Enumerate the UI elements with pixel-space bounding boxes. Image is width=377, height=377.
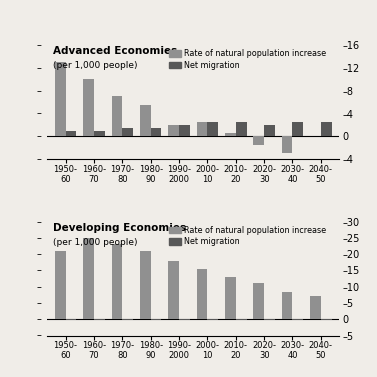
Bar [225,133,236,136]
Text: –: – [37,298,41,308]
Bar [321,122,332,136]
Text: (per 1,000 people): (per 1,000 people) [53,61,138,70]
Bar [207,122,218,136]
Text: –: – [37,331,41,340]
Bar [310,296,321,319]
Bar [293,319,303,320]
Bar [140,251,151,319]
Bar [122,319,133,320]
Legend: Rate of natural population increase, Net migration: Rate of natural population increase, Net… [169,49,326,70]
Text: –: – [37,63,41,73]
Text: –: – [37,86,41,96]
Bar [122,128,133,136]
Bar [168,125,179,136]
Text: Advanced Economies: Advanced Economies [53,46,177,57]
Bar [94,130,105,136]
Bar [179,125,190,136]
Bar [236,319,247,320]
Bar [321,319,332,320]
Bar [66,130,76,136]
Bar [112,244,122,319]
Legend: Rate of natural population increase, Net migration: Rate of natural population increase, Net… [169,226,326,246]
Bar [55,251,66,319]
Bar [207,319,218,320]
Bar [236,122,247,136]
Bar [140,105,151,136]
Bar [225,277,236,319]
Text: –: – [37,282,41,292]
Text: –: – [37,233,41,243]
Bar [168,261,179,319]
Text: –: – [37,109,41,118]
Bar [83,80,94,136]
Bar [293,122,303,136]
Bar [112,97,122,136]
Bar [83,238,94,319]
Bar [282,292,293,319]
Bar [253,284,264,319]
Bar [179,319,190,320]
Bar [151,128,161,136]
Bar [151,319,161,320]
Bar [66,319,76,320]
Bar [264,319,275,320]
Text: –: – [37,154,41,164]
Bar [94,319,105,320]
Text: –: – [37,314,41,324]
Text: –: – [37,265,41,276]
Text: –: – [37,249,41,259]
Bar [197,122,207,136]
Text: (per 1,000 people): (per 1,000 people) [53,238,138,247]
Bar [264,125,275,136]
Text: –: – [37,217,41,227]
Text: –: – [37,40,41,50]
Bar [253,136,264,145]
Bar [282,136,293,153]
Text: –: – [37,131,41,141]
Bar [55,62,66,136]
Text: Developing Economies: Developing Economies [53,223,186,233]
Bar [197,269,207,319]
